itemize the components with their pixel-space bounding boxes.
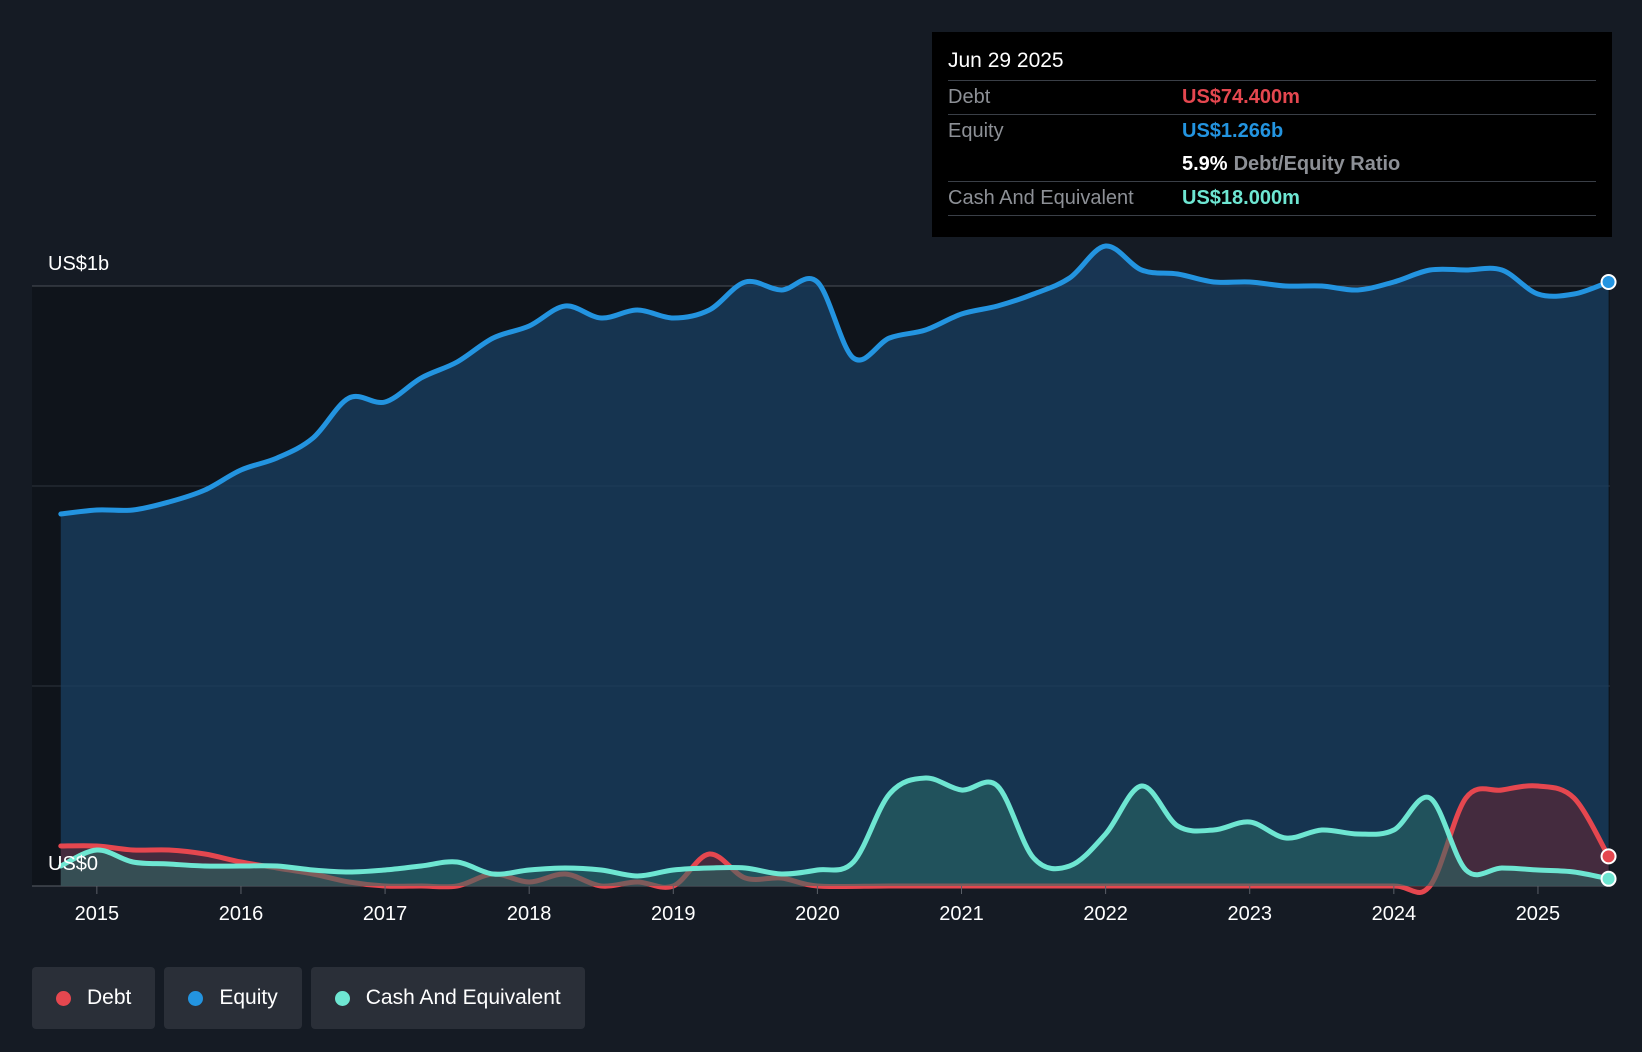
legend-equity-label: Equity [219, 986, 278, 1009]
x-axis-ticks: 2015 2016 2017 2018 2019 2020 2021 2022 2023 2024… [75, 886, 1561, 925]
legend-cash-label: Cash And Equivalent [365, 986, 561, 1009]
cash-dot-icon [334, 990, 350, 1006]
tooltip-debt-label: Debt [948, 86, 991, 108]
debt-endpoint-marker[interactable] [1600, 848, 1617, 865]
debt-dot-icon [56, 990, 71, 1006]
hover-tooltip: Jun 29 2025 Debt US$74.400m Equity US$1.… [932, 32, 1612, 237]
x-tick-label: 2017 [363, 903, 408, 925]
equity-endpoint-marker[interactable] [1600, 274, 1617, 290]
equity-dot-icon [188, 990, 204, 1006]
tooltip-date: Jun 29 2025 [948, 49, 1064, 72]
x-tick-label: 2023 [1227, 903, 1272, 925]
equity-area [60, 245, 1609, 886]
tooltip-ratio-label: Debt/Equity Ratio [1233, 153, 1401, 175]
tooltip-equity-row: Equity US$1.266b [948, 114, 1596, 148]
cash-and-equivalent-endpoint-marker[interactable] [1600, 870, 1617, 887]
y-axis-bottom-label: US$0 [48, 853, 98, 875]
tooltip-equity-label: Equity [948, 120, 1004, 142]
x-tick-label: 2020 [795, 903, 840, 925]
tooltip-cash-row: Cash And Equivalent US$18.000m [948, 181, 1596, 216]
legend-item-debt[interactable]: Debt [32, 967, 156, 1029]
x-tick-label: 2021 [939, 903, 984, 925]
series-layer [58, 243, 1617, 895]
legend-debt-label: Debt [87, 986, 132, 1009]
cash-and-equivalent-area [60, 777, 1609, 886]
legend-item-cash[interactable]: Cash And Equivalent [310, 967, 585, 1029]
x-tick-label: 2022 [1083, 903, 1128, 925]
tooltip-cash-label: Cash And Equivalent [948, 187, 1134, 209]
equity-line [58, 243, 1612, 517]
x-tick-label: 2025 [1516, 903, 1561, 925]
tooltip-ratio-value: 5.9% [1182, 153, 1228, 175]
cash-and-equivalent-line [58, 775, 1612, 882]
x-tick-label: 2019 [651, 903, 696, 925]
tooltip-cash-value: US$18.000m [1182, 187, 1300, 209]
chart-legend: Debt Equity Cash And Equivalent [32, 967, 585, 1029]
tooltip-ratio-row: 5.9% Debt/Equity Ratio [948, 148, 1596, 181]
tooltip-debt-value: US$74.400m [1182, 86, 1300, 108]
x-tick-label: 2016 [219, 903, 264, 925]
legend-item-equity[interactable]: Equity [164, 967, 302, 1029]
x-tick-label: 2024 [1372, 903, 1417, 925]
x-tick-label: 2018 [507, 903, 552, 925]
tooltip-equity-value: US$1.266b [1182, 120, 1284, 142]
tooltip-debt-row: Debt US$74.400m [948, 80, 1596, 114]
x-tick-label: 2015 [75, 903, 120, 925]
y-axis-top-label: US$1b [48, 253, 109, 275]
